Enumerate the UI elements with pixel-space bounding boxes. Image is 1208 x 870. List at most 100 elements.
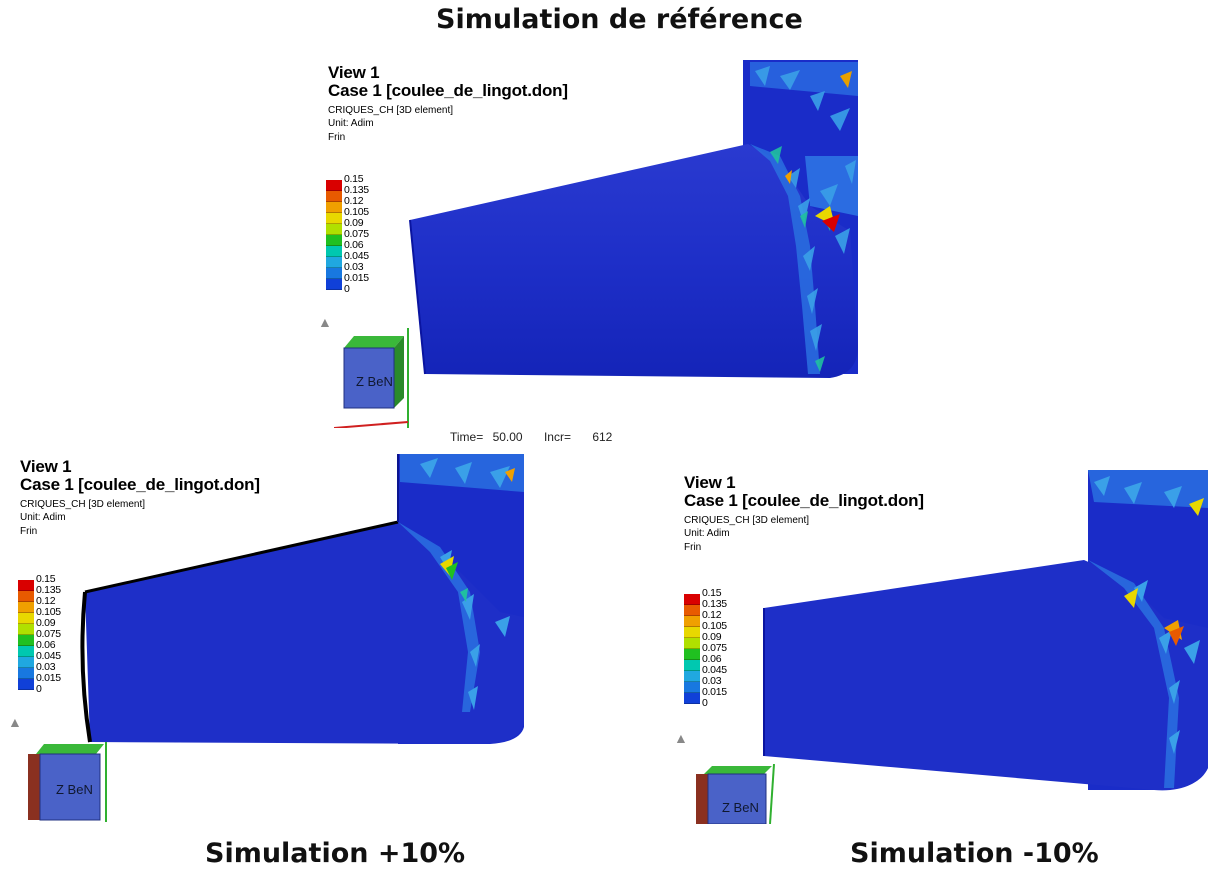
title-minus-10: Simulation -10% <box>850 838 1099 869</box>
ingot-mesh-minus-10 <box>763 470 1208 791</box>
legend-tick-label: 0.135 <box>344 184 369 196</box>
case-label: Case 1 [coulee_de_lingot.don] <box>328 80 568 100</box>
info-block-minus-10: View 1 Case 1 [coulee_de_lingot.don] CRI… <box>684 474 924 554</box>
legend-tick-label: 0.12 <box>36 595 56 607</box>
legend-ticks: 0.15 0.135 0.12 0.105 0.09 0.075 0.06 0.045 0.03… <box>36 574 61 695</box>
up-arrow-icon: ▲ <box>8 714 22 730</box>
legend-tick-label: 0.075 <box>36 628 61 640</box>
legend-swatch <box>18 580 34 591</box>
title-plus-10: Simulation +10% <box>205 838 466 869</box>
case-label: Case 1 [coulee_de_lingot.don] <box>20 474 260 494</box>
triad-label: Z BeN <box>722 800 759 815</box>
ingot-mesh-reference <box>409 60 858 378</box>
variable-label: CRIQUES_CH [3D element] <box>328 104 454 116</box>
legend-tick-label: 0.06 <box>36 639 56 651</box>
panel-plus-10: View 1 Case 1 [coulee_de_lingot.don] CRI… <box>0 452 540 822</box>
legend-tick-label: 0.015 <box>702 686 727 698</box>
incr-value: 612 <box>592 430 613 444</box>
time-label: Time= <box>450 430 484 444</box>
axis-triad-icon: Z BeN <box>334 328 409 428</box>
legend-tick-label: 0.105 <box>344 206 369 218</box>
legend-tick-label: 0.105 <box>702 620 727 632</box>
legend-swatch <box>684 693 700 704</box>
legend-tick-label: 0.135 <box>702 598 727 610</box>
legend-tick-label: 0.03 <box>702 675 722 687</box>
legend-tick-label: 0.03 <box>344 261 364 273</box>
legend-swatch <box>326 246 342 257</box>
legend-swatch <box>684 660 700 671</box>
legend-tick-label: 0.15 <box>702 587 722 599</box>
ingot-mesh-plus-10 <box>80 454 524 744</box>
legend-swatch <box>326 213 342 224</box>
legend-tick-label: 0 <box>36 683 42 695</box>
panel-reference: View 1 Case 1 [coulee_de_lingot.don] CRI… <box>310 56 870 446</box>
legend-swatch <box>326 257 342 268</box>
field-label: Frin <box>20 525 38 537</box>
legend-tick-label: 0.075 <box>344 228 369 240</box>
legend-tick-label: 0.06 <box>344 239 364 251</box>
title-reference: Simulation de référence <box>436 4 803 35</box>
legend-tick-label: 0.015 <box>344 272 369 284</box>
legend-ticks: 0.15 0.135 0.12 0.105 0.09 0.075 0.06 0.045 0.03… <box>702 588 727 709</box>
legend-swatch <box>684 682 700 693</box>
legend-swatch <box>326 235 342 246</box>
legend-ticks: 0.15 0.135 0.12 0.105 0.09 0.075 0.06 0.045 0.03… <box>344 174 369 295</box>
color-legend-reference: 0.15 0.135 0.12 0.105 0.09 0.075 0.06 0.045 0.03… <box>326 174 396 295</box>
incr-label: Incr= <box>543 430 571 444</box>
legend-tick-label: 0.045 <box>702 664 727 676</box>
legend-tick-label: 0.045 <box>36 650 61 662</box>
legend-tick-label: 0.15 <box>36 573 56 585</box>
legend-tick-label: 0.06 <box>702 653 722 665</box>
unit-label: Unit: Adim <box>20 512 66 524</box>
view-label: View 1 <box>684 473 736 492</box>
legend-swatch <box>18 602 34 613</box>
legend-tick-label: 0.135 <box>36 584 61 596</box>
legend-tick-label: 0.09 <box>702 631 722 643</box>
unit-label: Unit: Adim <box>684 528 730 540</box>
info-block-plus-10: View 1 Case 1 [coulee_de_lingot.don] CRI… <box>20 458 260 538</box>
legend-swatch <box>326 224 342 235</box>
legend-tick-label: 0 <box>344 283 350 295</box>
legend-tick-label: 0.09 <box>36 617 56 629</box>
view-label: View 1 <box>20 457 72 476</box>
legend-tick-label: 0.045 <box>344 250 369 262</box>
legend-swatch <box>18 646 34 657</box>
legend-swatch <box>18 668 34 679</box>
legend-tick-label: 0.09 <box>344 217 364 229</box>
color-legend-minus-10: 0.15 0.135 0.12 0.105 0.09 0.075 0.06 0.045 0.03… <box>684 588 754 709</box>
variable-label: CRIQUES_CH [3D element] <box>684 514 810 526</box>
legend-swatch <box>18 613 34 624</box>
legend-tick-label: 0.075 <box>702 642 727 654</box>
legend-swatch <box>684 605 700 616</box>
axis-triad-icon: Z BeN <box>28 742 107 822</box>
variable-label: CRIQUES_CH [3D element] <box>20 498 146 510</box>
case-label: Case 1 [coulee_de_lingot.don] <box>684 490 924 510</box>
legend-swatch <box>18 635 34 646</box>
legend-tick-label: 0.015 <box>36 672 61 684</box>
legend-tick-label: 0.12 <box>702 609 722 621</box>
legend-tick-label: 0.03 <box>36 661 56 673</box>
legend-tick-label: 0 <box>702 697 708 709</box>
color-legend-plus-10: 0.15 0.135 0.12 0.105 0.09 0.075 0.06 0.045 0.03… <box>18 574 88 695</box>
field-label: Frin <box>328 131 346 143</box>
legend-bar <box>326 180 342 290</box>
triad-label: Z BeN <box>356 374 393 389</box>
field-label: Frin <box>684 541 702 553</box>
axis-triad-icon: Z BeN <box>696 764 775 824</box>
unit-label: Unit: Adim <box>328 118 374 130</box>
legend-swatch <box>684 638 700 649</box>
legend-swatch <box>326 268 342 279</box>
triad-label: Z BeN <box>56 782 93 797</box>
legend-swatch <box>18 624 34 635</box>
view-label: View 1 <box>328 63 380 82</box>
legend-swatch <box>18 591 34 602</box>
up-arrow-icon: ▲ <box>318 314 332 330</box>
legend-swatch <box>684 627 700 638</box>
info-block-reference: View 1 Case 1 [coulee_de_lingot.don] CRI… <box>328 64 568 144</box>
up-arrow-icon: ▲ <box>674 730 688 746</box>
legend-tick-label: 0.12 <box>344 195 364 207</box>
legend-swatch <box>326 202 342 213</box>
legend-bar <box>18 580 34 690</box>
legend-swatch <box>326 180 342 191</box>
legend-swatch <box>684 594 700 605</box>
